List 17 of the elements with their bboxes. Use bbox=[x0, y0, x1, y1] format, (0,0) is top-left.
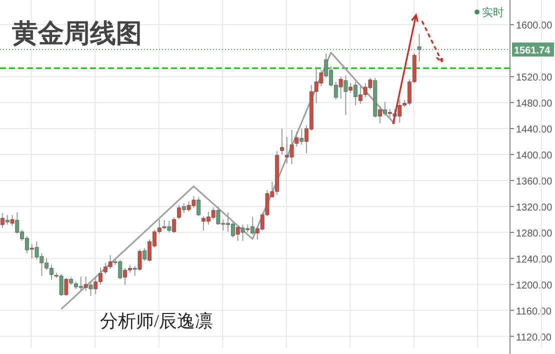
y-tick-label: 1240.00 bbox=[516, 254, 553, 266]
text: 黄金周线图 bbox=[11, 19, 142, 48]
y-tick-label: 1440.00 bbox=[516, 124, 553, 136]
y-tick-label: 1320.00 bbox=[516, 202, 553, 214]
ref-line-label: 1561.74 bbox=[514, 46, 551, 57]
y-tick-label: 1360.00 bbox=[516, 176, 553, 188]
y-tick-label: 1280.00 bbox=[516, 228, 553, 240]
y-tick-label: 1200.00 bbox=[516, 280, 553, 292]
annotation: 分析师/辰逸凛 bbox=[100, 311, 214, 331]
y-tick-label: 1400.00 bbox=[516, 150, 553, 162]
y-tick-label: 1160.00 bbox=[516, 306, 552, 318]
y-tick-label: 1480.00 bbox=[516, 98, 553, 110]
y-tick-label: 1120.00 bbox=[516, 332, 552, 344]
annotation: 实时 bbox=[482, 6, 504, 19]
candlestick bbox=[280, 128, 284, 156]
y-tick-label: 1520.00 bbox=[516, 72, 553, 84]
y-tick-label: 1600.00 bbox=[516, 20, 553, 32]
